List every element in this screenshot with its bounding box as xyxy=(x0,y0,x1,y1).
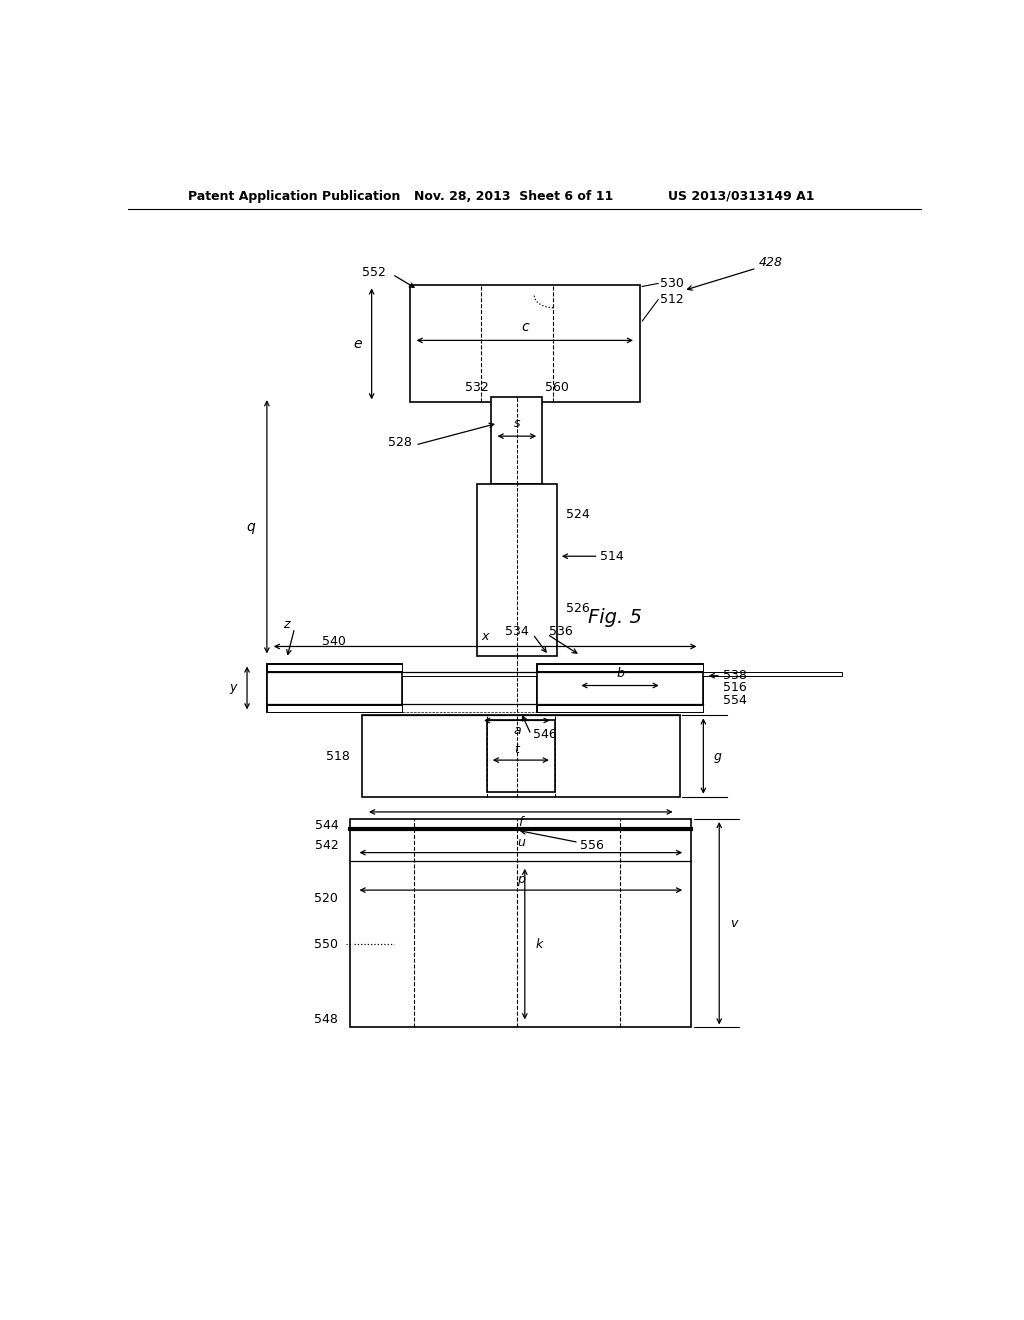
Bar xyxy=(267,705,401,713)
Text: 542: 542 xyxy=(314,840,338,851)
Bar xyxy=(267,705,401,713)
Text: 524: 524 xyxy=(566,508,590,521)
Text: 538: 538 xyxy=(723,669,748,682)
Text: 546: 546 xyxy=(532,729,556,742)
Bar xyxy=(537,705,703,713)
Text: 554: 554 xyxy=(723,693,748,706)
Text: US 2013/0313149 A1: US 2013/0313149 A1 xyxy=(668,190,814,202)
Text: 550: 550 xyxy=(314,937,338,950)
Bar xyxy=(537,664,703,671)
Bar xyxy=(486,721,555,792)
Bar xyxy=(537,664,703,673)
Text: b: b xyxy=(616,667,624,680)
Text: 534: 534 xyxy=(505,624,528,638)
Text: y: y xyxy=(229,681,237,694)
Text: 544: 544 xyxy=(314,818,338,832)
Bar xyxy=(362,715,680,797)
Text: g: g xyxy=(714,750,722,763)
Text: 552: 552 xyxy=(362,265,386,279)
Text: 540: 540 xyxy=(323,635,346,648)
Text: 528: 528 xyxy=(388,437,412,450)
Bar xyxy=(537,705,703,713)
Text: 548: 548 xyxy=(314,1012,338,1026)
Text: 530: 530 xyxy=(659,277,684,290)
Text: t: t xyxy=(514,743,519,756)
Text: e: e xyxy=(353,337,361,351)
Text: f: f xyxy=(518,816,523,829)
Bar xyxy=(492,397,543,483)
Bar xyxy=(537,664,703,713)
Text: 536: 536 xyxy=(549,624,572,638)
Bar xyxy=(267,664,401,713)
Text: 520: 520 xyxy=(314,892,338,904)
Text: 556: 556 xyxy=(581,840,604,851)
Text: 532: 532 xyxy=(465,380,489,393)
Text: s: s xyxy=(514,417,520,430)
Text: 512: 512 xyxy=(659,293,683,306)
Text: 516: 516 xyxy=(723,681,746,694)
Text: z: z xyxy=(283,619,289,631)
Text: x: x xyxy=(481,630,488,643)
Bar xyxy=(267,664,401,673)
Bar xyxy=(350,818,691,1027)
Text: c: c xyxy=(521,321,528,334)
Text: p: p xyxy=(517,874,524,887)
Text: q: q xyxy=(247,520,255,533)
Text: k: k xyxy=(536,937,543,950)
Text: 560: 560 xyxy=(545,380,568,393)
Bar xyxy=(410,285,640,403)
Text: Nov. 28, 2013  Sheet 6 of 11: Nov. 28, 2013 Sheet 6 of 11 xyxy=(414,190,613,202)
Bar xyxy=(537,664,703,713)
Bar xyxy=(267,664,401,671)
Text: 428: 428 xyxy=(759,256,783,268)
Bar xyxy=(477,483,557,656)
Bar xyxy=(267,664,401,713)
Text: 526: 526 xyxy=(566,602,590,615)
Text: Fig. 5: Fig. 5 xyxy=(588,609,642,627)
Text: a: a xyxy=(513,725,520,737)
Text: 514: 514 xyxy=(600,549,624,562)
Text: v: v xyxy=(730,917,737,929)
Text: 518: 518 xyxy=(327,750,350,763)
Text: u: u xyxy=(517,836,524,849)
Text: Patent Application Publication: Patent Application Publication xyxy=(187,190,400,202)
Bar xyxy=(267,672,842,676)
